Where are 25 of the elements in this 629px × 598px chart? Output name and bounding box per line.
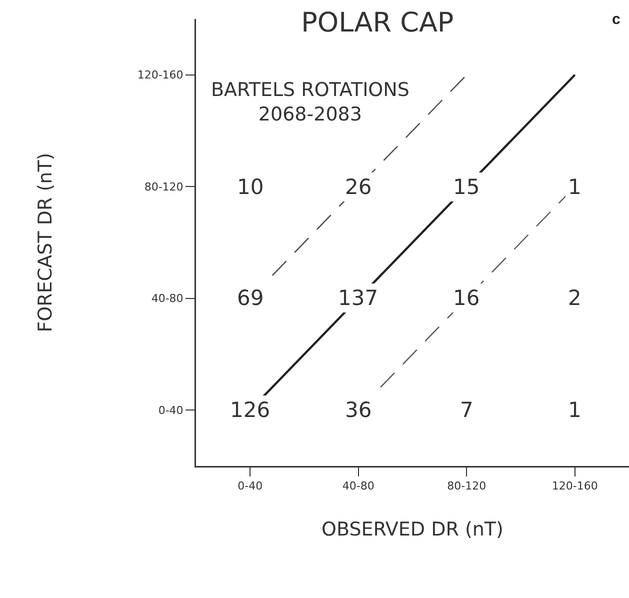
chart-title: POLAR CAP — [301, 7, 454, 38]
data-label: 137 — [338, 286, 378, 310]
x-tick-label: 80-120 — [447, 480, 486, 493]
data-label: 26 — [345, 175, 372, 199]
data-label: 1 — [568, 398, 582, 422]
data-label: 16 — [453, 286, 480, 310]
x-tick-label: 120-160 — [552, 480, 598, 493]
y-axis-title: FORECAST DR (nT) — [34, 152, 56, 332]
data-label: 2 — [568, 286, 582, 310]
y-tick-label: 120-160 — [137, 68, 184, 82]
y-tick-label: 80-120 — [144, 180, 184, 194]
data-label: 15 — [453, 175, 480, 199]
x-tick-label: 0-40 — [238, 480, 263, 493]
data-label: 1 — [568, 175, 582, 199]
annotation: BARTELS ROTATIONS 2068-2083 — [211, 79, 410, 126]
data-label: 36 — [345, 398, 372, 422]
data-label: 69 — [237, 286, 264, 310]
annotation: c — [612, 11, 620, 28]
x-axis-title: OBSERVED DR (nT) — [322, 518, 504, 540]
y-tick-label: 40-80 — [151, 292, 184, 306]
data-label: 7 — [460, 398, 474, 422]
data-label: 10 — [237, 175, 264, 199]
x-tick-label: 40-80 — [342, 480, 374, 493]
y-tick-label: 0-40 — [158, 404, 184, 417]
data-label: 126 — [230, 398, 270, 422]
